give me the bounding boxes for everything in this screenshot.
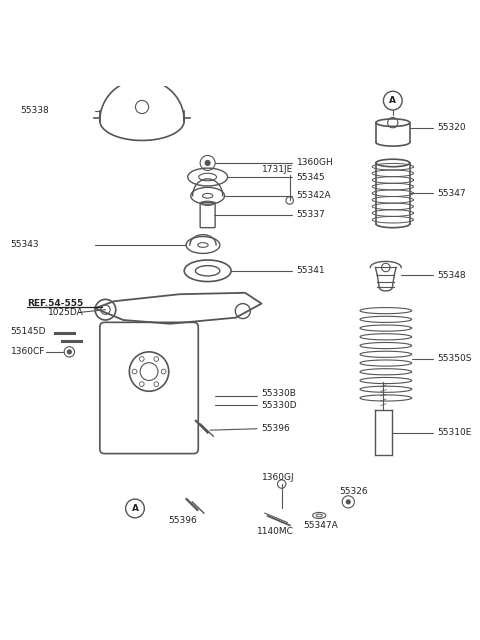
Text: 55345: 55345 xyxy=(297,173,325,182)
Text: 55396: 55396 xyxy=(168,516,196,525)
Text: 1360GH: 1360GH xyxy=(297,159,334,168)
Circle shape xyxy=(68,350,71,354)
Text: 55341: 55341 xyxy=(297,266,325,275)
Text: 55350S: 55350S xyxy=(437,354,472,363)
Text: 55310E: 55310E xyxy=(437,428,472,437)
Circle shape xyxy=(205,161,210,165)
Text: 55343: 55343 xyxy=(11,241,39,250)
Text: 55330B: 55330B xyxy=(262,389,297,398)
Text: 55396: 55396 xyxy=(262,424,290,433)
Text: 1731JE: 1731JE xyxy=(262,164,293,173)
Text: 55338: 55338 xyxy=(20,106,49,115)
Text: 1140MC: 1140MC xyxy=(257,527,294,536)
Text: 55342A: 55342A xyxy=(297,191,331,200)
Text: 1360CF: 1360CF xyxy=(11,348,45,356)
Text: 55330D: 55330D xyxy=(262,401,297,410)
Text: A: A xyxy=(132,504,139,513)
Text: 55347: 55347 xyxy=(437,189,466,198)
Text: 55337: 55337 xyxy=(297,210,325,219)
Text: 1025DA: 1025DA xyxy=(48,308,84,317)
Text: REF.54-555: REF.54-555 xyxy=(27,299,84,308)
Text: 55145D: 55145D xyxy=(11,327,46,336)
Circle shape xyxy=(347,500,350,504)
Text: 55347A: 55347A xyxy=(304,521,338,530)
Text: 55348: 55348 xyxy=(437,271,466,280)
Text: 1360GJ: 1360GJ xyxy=(262,472,294,481)
Text: A: A xyxy=(389,96,396,105)
Text: 55320: 55320 xyxy=(437,123,466,132)
Text: 55326: 55326 xyxy=(339,486,368,495)
